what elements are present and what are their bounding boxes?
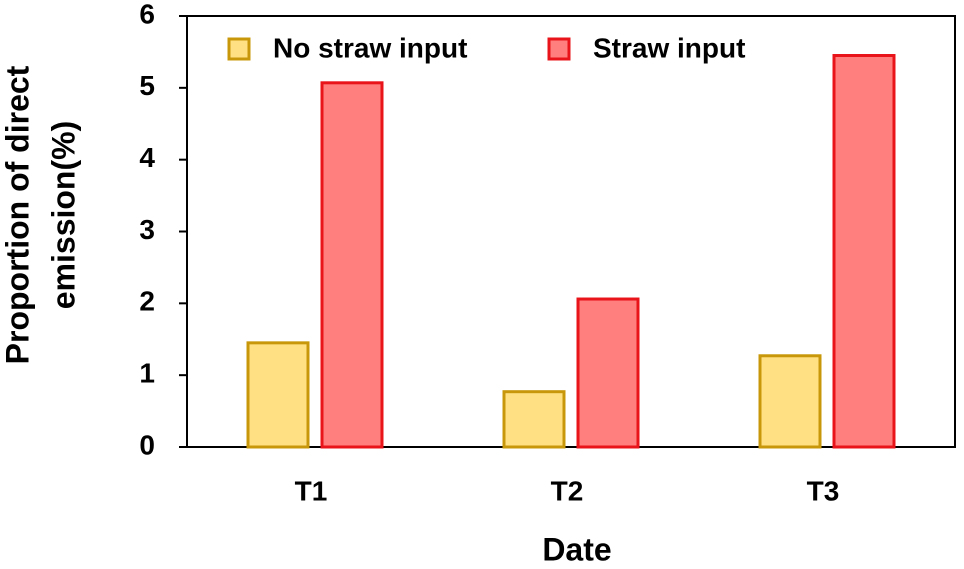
y-tick-label: 2: [139, 286, 155, 317]
bar: [576, 297, 640, 449]
bar: [832, 54, 896, 449]
y-axis-title: Proportion of direct: [0, 65, 35, 364]
x-tick-label: T3: [807, 475, 840, 506]
y-tick-label: 4: [139, 142, 155, 173]
plot-frame: [186, 15, 956, 448]
legend-swatch: [547, 37, 571, 61]
y-tick-label: 3: [139, 214, 155, 245]
bar: [758, 354, 822, 449]
x-tick-label: T2: [551, 475, 584, 506]
x-tick-label: T1: [295, 475, 328, 506]
legend-label: No straw input: [273, 32, 467, 63]
bar: [502, 390, 566, 449]
y-tick-label: 6: [139, 0, 155, 29]
y-tick-label: 0: [139, 429, 155, 460]
bar: [246, 341, 310, 449]
bar: [320, 81, 384, 449]
y-tick-label: 1: [139, 358, 155, 389]
legend-label: Straw input: [593, 32, 745, 63]
x-axis-title: Date: [542, 531, 611, 567]
y-tick-label: 5: [139, 70, 155, 101]
legend-swatch: [227, 37, 251, 61]
y-axis-title: emission(%): [45, 121, 81, 309]
